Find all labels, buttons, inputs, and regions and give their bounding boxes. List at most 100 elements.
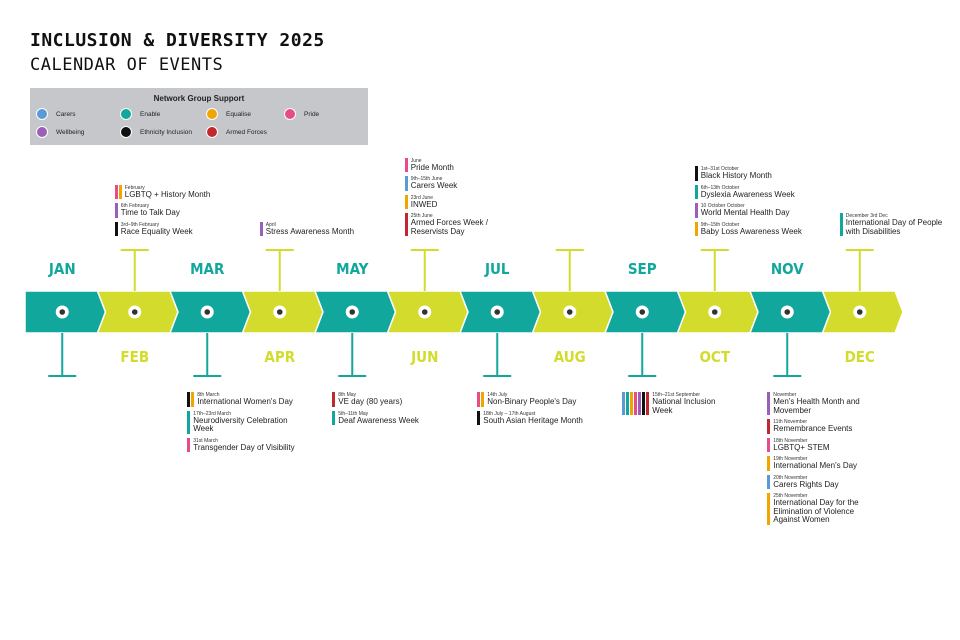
event: 1st–31st October Black History Month	[694, 166, 807, 181]
dot-inner	[349, 309, 356, 315]
legend-label: Wellbeing	[56, 128, 85, 136]
event-text: 8th March International Women's Day	[197, 392, 293, 407]
month-label: NOV	[771, 260, 804, 278]
event: 9th–15th October Baby Loss Awareness Week	[694, 221, 807, 236]
event: 31st March Transgender Day of Visibility	[187, 437, 299, 453]
event-date: 5th–11th May	[338, 410, 369, 417]
event-date: 9th–15th October	[700, 221, 740, 228]
color-bar	[626, 392, 630, 415]
event-group: November Men's Health Month and Movember 1…	[767, 388, 862, 529]
month-label: JUN	[410, 348, 438, 366]
event-name: Pride Month	[410, 162, 454, 172]
event-group: 8th March International Women's Day 17th–2…	[187, 388, 299, 456]
event: 8th May VE day (80 years)	[332, 392, 444, 407]
event-name: Neurodiversity Celebration Week	[193, 415, 288, 433]
event: December 3rd Dec International Day of Peo…	[839, 213, 952, 236]
color-bar	[767, 474, 771, 489]
event-group: April Stress Awareness Month	[259, 218, 372, 241]
dot-inner	[856, 309, 863, 315]
event-date: 8th May	[338, 392, 357, 398]
color-bar	[187, 392, 191, 407]
event-text: February LGBTQ + History Month	[125, 185, 211, 200]
color-bar	[118, 184, 122, 199]
event-text: 25th November International Day for the E…	[773, 493, 862, 525]
event: 17th–23rd March Neurodiversity Celebratio…	[187, 410, 299, 434]
legend-label: Pride	[304, 110, 320, 118]
event: 20th November Carers Rights Day	[767, 474, 862, 490]
color-bar	[332, 392, 336, 407]
event-name: INWED	[410, 199, 438, 209]
legend-icon	[36, 108, 48, 120]
event-name: National Inclusion Week	[652, 397, 716, 415]
event-text: 3rd–9th February Race Equality Week	[121, 222, 193, 237]
color-bar	[694, 221, 698, 236]
month-label: DEC	[845, 348, 875, 366]
legend-item: Wellbeing	[36, 126, 84, 138]
event: 8th March International Women's Day	[187, 392, 299, 407]
month-label: AUG	[554, 348, 586, 366]
legend-icon	[206, 126, 218, 138]
event-group: December 3rd Dec International Day of Peo…	[839, 209, 952, 240]
event-name: VE day (80 years)	[338, 397, 403, 406]
color-bar	[642, 392, 646, 415]
color-bars	[332, 410, 336, 425]
color-bar	[481, 392, 485, 407]
legend-item: Ethnicity Inclusion	[120, 126, 192, 138]
legend-icon	[206, 108, 218, 120]
color-bar	[638, 392, 642, 415]
dot-inner	[59, 309, 66, 315]
color-bar	[694, 184, 698, 199]
event-group: 8th May VE day (80 years) 5th–11th May Deaf…	[332, 388, 444, 429]
color-bar	[630, 392, 634, 415]
color-bars	[187, 410, 191, 434]
legend-item: Pride	[284, 108, 319, 120]
event-name: Remembrance Events	[773, 424, 853, 433]
legend-title: Network Group Support	[153, 94, 245, 103]
subtitle: CALENDAR OF EVENTS	[30, 55, 224, 75]
color-bar	[259, 221, 263, 236]
event-text: 31st March Transgender Day of Visibility	[193, 438, 294, 453]
event-text: 14th July Non-Binary People's Day	[487, 392, 576, 407]
legend: Network Group Support Carers Enable Equali…	[30, 88, 368, 145]
color-bar	[114, 203, 118, 218]
color-bar	[404, 194, 408, 209]
event: 23rd June INWED	[404, 194, 517, 209]
color-bar	[767, 419, 771, 434]
month-label: FEB	[120, 348, 149, 366]
legend-label: Equalise	[226, 110, 251, 118]
dot-inner	[276, 309, 283, 315]
color-bar	[694, 203, 698, 218]
color-bars	[767, 392, 771, 415]
event-text: 20th November Carers Rights Day	[773, 475, 838, 490]
legend-icon	[120, 126, 132, 138]
event-text: 10 October October World Mental Health Da…	[701, 203, 790, 218]
month-label: JAN	[48, 260, 76, 278]
event-text: 18th July – 17th August South Asian Herit…	[483, 411, 583, 426]
color-bar	[477, 410, 481, 425]
color-bar	[694, 166, 698, 181]
month-label: SEP	[628, 260, 657, 278]
event: 25th June Armed Forces Week / Reservists …	[404, 213, 517, 236]
event-date: 6th February	[120, 203, 150, 209]
event-group: 1st–31st October Black History Month 6th–1…	[694, 162, 807, 240]
legend-label: Ethnicity Inclusion	[140, 128, 193, 136]
event-name: LGBTQ + History Month	[124, 189, 211, 199]
legend-label: Carers	[56, 110, 76, 118]
event-text: 6th February Time to Talk Day	[121, 203, 180, 218]
color-bars	[767, 437, 771, 452]
legend-item: Equalise	[206, 108, 251, 120]
color-bar	[767, 392, 771, 415]
event-date: 6th–13th October	[700, 184, 740, 191]
dot-inner	[711, 309, 718, 315]
dot-inner	[131, 309, 138, 315]
event-text: November Men's Health Month and Movember	[773, 392, 862, 415]
event: April Stress Awareness Month	[259, 221, 372, 236]
color-bars	[767, 493, 771, 525]
event-name: Non-Binary People's Day	[487, 397, 577, 406]
color-bar	[622, 392, 626, 415]
event-date: 1st–31st October	[700, 166, 739, 172]
event-name: Transgender Day of Visibility	[193, 442, 295, 452]
event-text: 5th–11th May Deaf Awareness Week	[338, 411, 419, 426]
event: February LGBTQ + History Month	[114, 184, 227, 200]
event-date: 17th–23rd March	[193, 410, 232, 417]
